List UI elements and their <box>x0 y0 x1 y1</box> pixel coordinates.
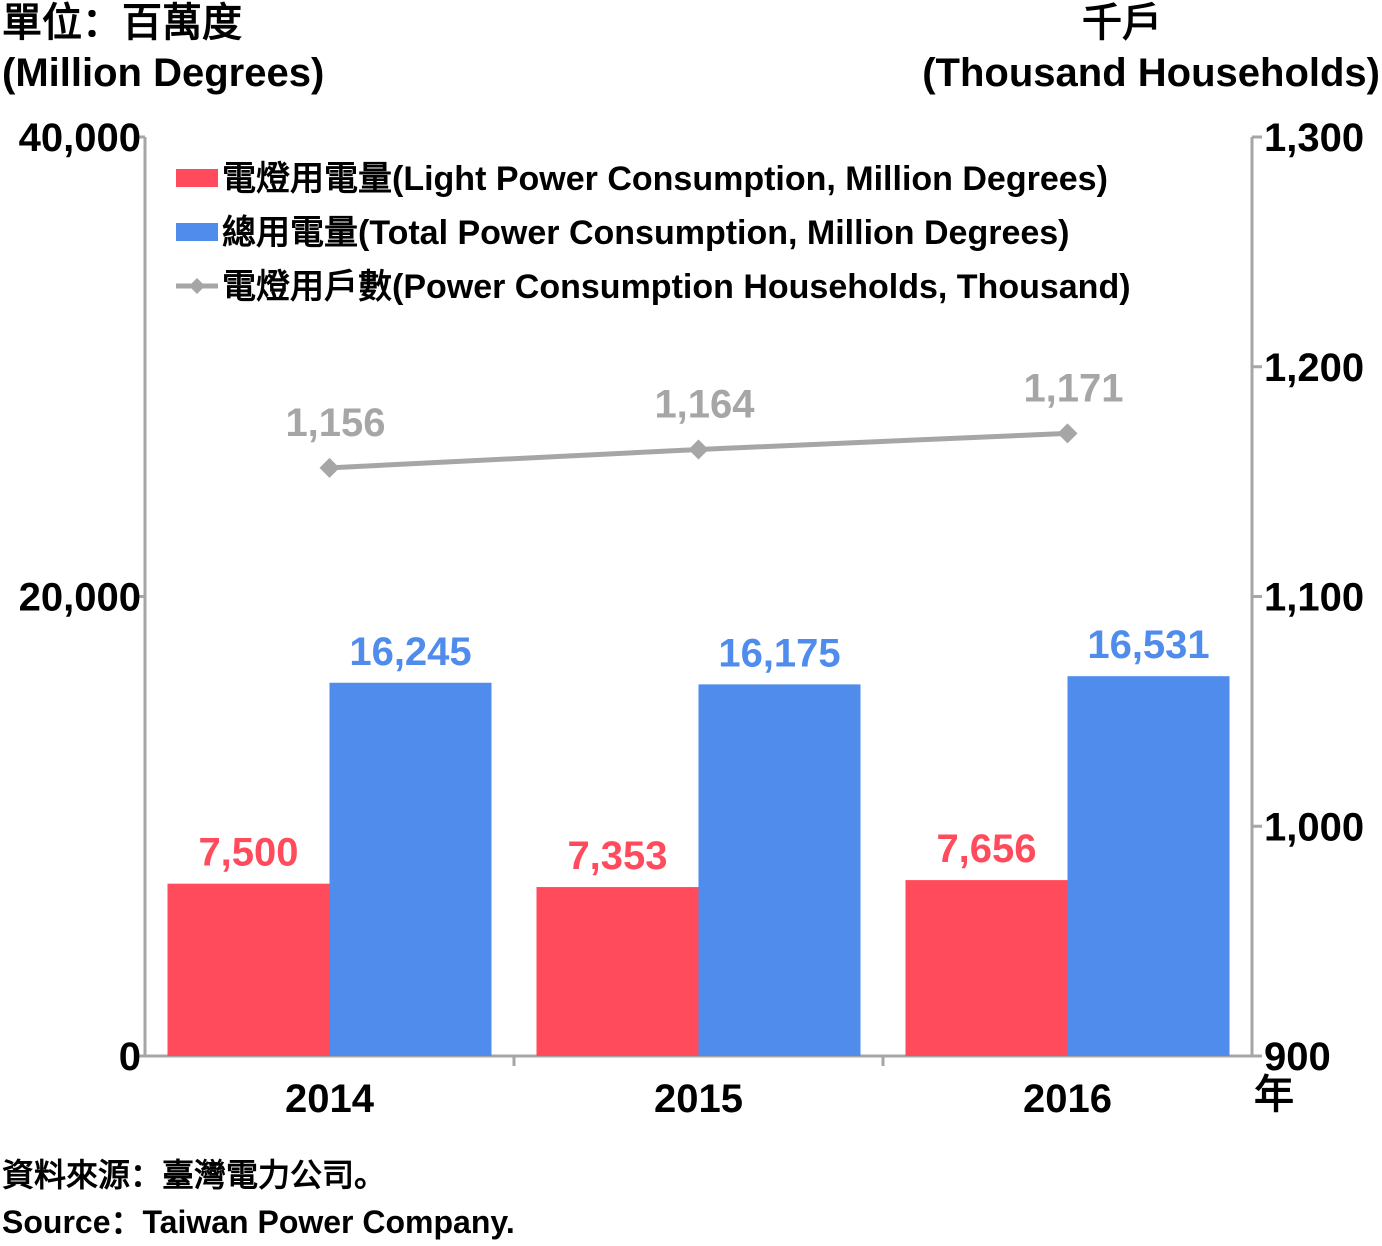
right-axis-unit-zh: 千戶 <box>1082 1 1162 45</box>
right-tick-label: 1,100 <box>1264 576 1364 620</box>
line-point <box>688 439 709 460</box>
bar-value-label: 7,656 <box>936 827 1036 871</box>
chart: 0 20,000 40,000 900 1,000 1,100 1,200 1,300 2014… <box>19 116 1364 1121</box>
legend-swatch <box>176 223 218 241</box>
source-note-en: Source：Taiwan Power Company. <box>2 1204 515 1240</box>
legend-label: 總用電量(Total Power Consumption, Million De… <box>222 214 1070 252</box>
bar-value-label: 16,531 <box>1087 623 1209 667</box>
line-value-label: 1,171 <box>1023 366 1123 410</box>
bar-value-label: 7,500 <box>198 831 298 875</box>
line-point <box>319 457 340 478</box>
legend: 電燈用電量(Light Power Consumption, Million D… <box>176 160 1131 306</box>
bar-value-label: 7,353 <box>567 834 667 878</box>
right-tick-label: 1,300 <box>1264 116 1364 160</box>
bars <box>167 676 1230 1056</box>
bar <box>905 880 1068 1056</box>
left-axis-unit-en: (Million Degrees) <box>2 51 325 95</box>
x-axis-unit: 年 <box>1254 1073 1294 1117</box>
right-tick-label: 1,200 <box>1264 346 1364 390</box>
right-axis-unit-en: (Thousand Households) <box>922 51 1380 95</box>
right-tick-label: 1,000 <box>1264 805 1364 849</box>
legend-label: 電燈用電量(Light Power Consumption, Million D… <box>222 160 1108 198</box>
category-label: 2014 <box>285 1077 375 1121</box>
line-value-label: 1,164 <box>654 382 755 426</box>
line-point <box>1057 423 1078 444</box>
legend-label: 電燈用戶數(Power Consumption Households, Thou… <box>222 268 1131 306</box>
axes: 0 20,000 40,000 900 1,000 1,100 1,200 1,300 2014… <box>19 116 1364 1121</box>
right-tick-label: 900 <box>1264 1035 1331 1079</box>
source-note-zh: 資料來源：臺灣電力公司。 <box>2 1157 387 1193</box>
category-label: 2016 <box>1023 1077 1112 1121</box>
bar <box>1067 676 1230 1056</box>
bar <box>698 684 861 1056</box>
left-tick-label: 40,000 <box>19 116 141 160</box>
bar-value-label: 16,175 <box>718 631 840 675</box>
bar <box>536 887 699 1056</box>
left-axis-unit-zh: 單位：百萬度 <box>2 1 242 45</box>
data-labels: 7,500 16,245 7,353 16,175 7,656 16,531 1,156 1,… <box>198 366 1209 878</box>
bar-value-label: 16,245 <box>349 630 471 674</box>
legend-marker <box>189 278 205 294</box>
households-line <box>319 423 1078 478</box>
line-value-label: 1,156 <box>285 401 385 445</box>
bar <box>167 883 330 1056</box>
legend-swatch <box>176 169 218 187</box>
left-tick-label: 20,000 <box>19 576 141 620</box>
category-label: 2015 <box>654 1077 743 1121</box>
left-tick-label: 0 <box>119 1035 141 1079</box>
bar <box>329 682 492 1056</box>
